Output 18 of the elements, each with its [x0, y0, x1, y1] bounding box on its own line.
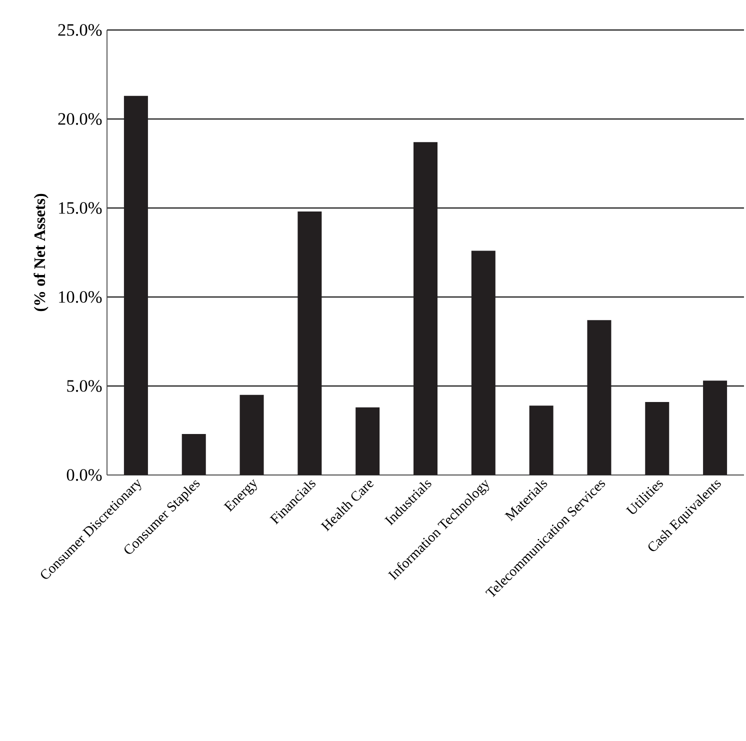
y-axis-title: (% of Net Assets) — [34, 194, 48, 312]
y-tick-label: 20.0% — [58, 113, 102, 125]
bar — [703, 380, 728, 475]
y-tick-label: 25.0% — [58, 24, 102, 36]
bar — [240, 394, 264, 475]
bar — [414, 142, 438, 475]
bar — [356, 407, 380, 475]
y-tick-label: 5.0% — [67, 380, 102, 392]
bar — [471, 250, 496, 475]
y-tick-label: 0.0% — [66, 469, 102, 481]
bar — [645, 402, 670, 475]
y-tick-label: 10.0% — [59, 291, 102, 303]
bar — [587, 320, 612, 475]
bar — [529, 406, 554, 475]
y-tick-label: 15.0% — [59, 202, 102, 214]
bar — [298, 212, 322, 475]
bar — [182, 434, 206, 475]
bar — [124, 96, 148, 475]
